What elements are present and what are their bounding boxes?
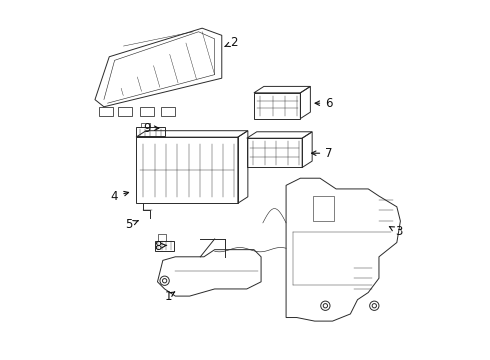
Text: 9: 9 — [143, 122, 159, 135]
Text: 4: 4 — [111, 190, 128, 203]
Text: 8: 8 — [154, 240, 167, 253]
Text: 1: 1 — [165, 289, 175, 303]
Text: 5: 5 — [125, 218, 138, 231]
Text: 2: 2 — [225, 36, 238, 49]
Text: 3: 3 — [390, 225, 402, 238]
Text: 7: 7 — [312, 147, 333, 160]
Text: 6: 6 — [315, 97, 333, 110]
